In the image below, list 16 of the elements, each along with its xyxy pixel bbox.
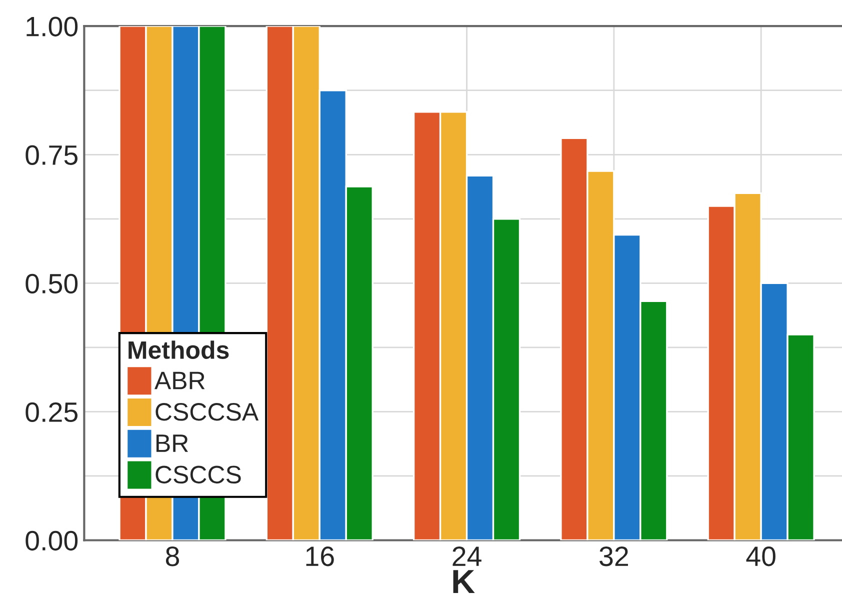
- x-tick-label: 24: [452, 546, 482, 566]
- x-tick-label: 40: [746, 546, 776, 566]
- y-tick-label: 0.75: [26, 145, 78, 165]
- y-tick-label: 0.50: [26, 274, 78, 294]
- legend-label: CSCCS: [156, 466, 241, 484]
- y-tick-label: 0.00: [26, 530, 78, 551]
- x-tick-label: 8: [166, 546, 180, 566]
- y-tick-label: 0.25: [26, 402, 78, 422]
- y-tick-label: 1.00: [26, 16, 78, 36]
- legend-label: BR: [156, 434, 188, 452]
- legend-title: Methods: [128, 340, 229, 359]
- legend-label: CSCCSA: [156, 403, 259, 421]
- legend-label: ABR: [154, 372, 205, 390]
- x-axis-title: K: [453, 570, 475, 594]
- x-tick-label: 16: [306, 546, 334, 566]
- x-tick-label: 32: [600, 546, 628, 566]
